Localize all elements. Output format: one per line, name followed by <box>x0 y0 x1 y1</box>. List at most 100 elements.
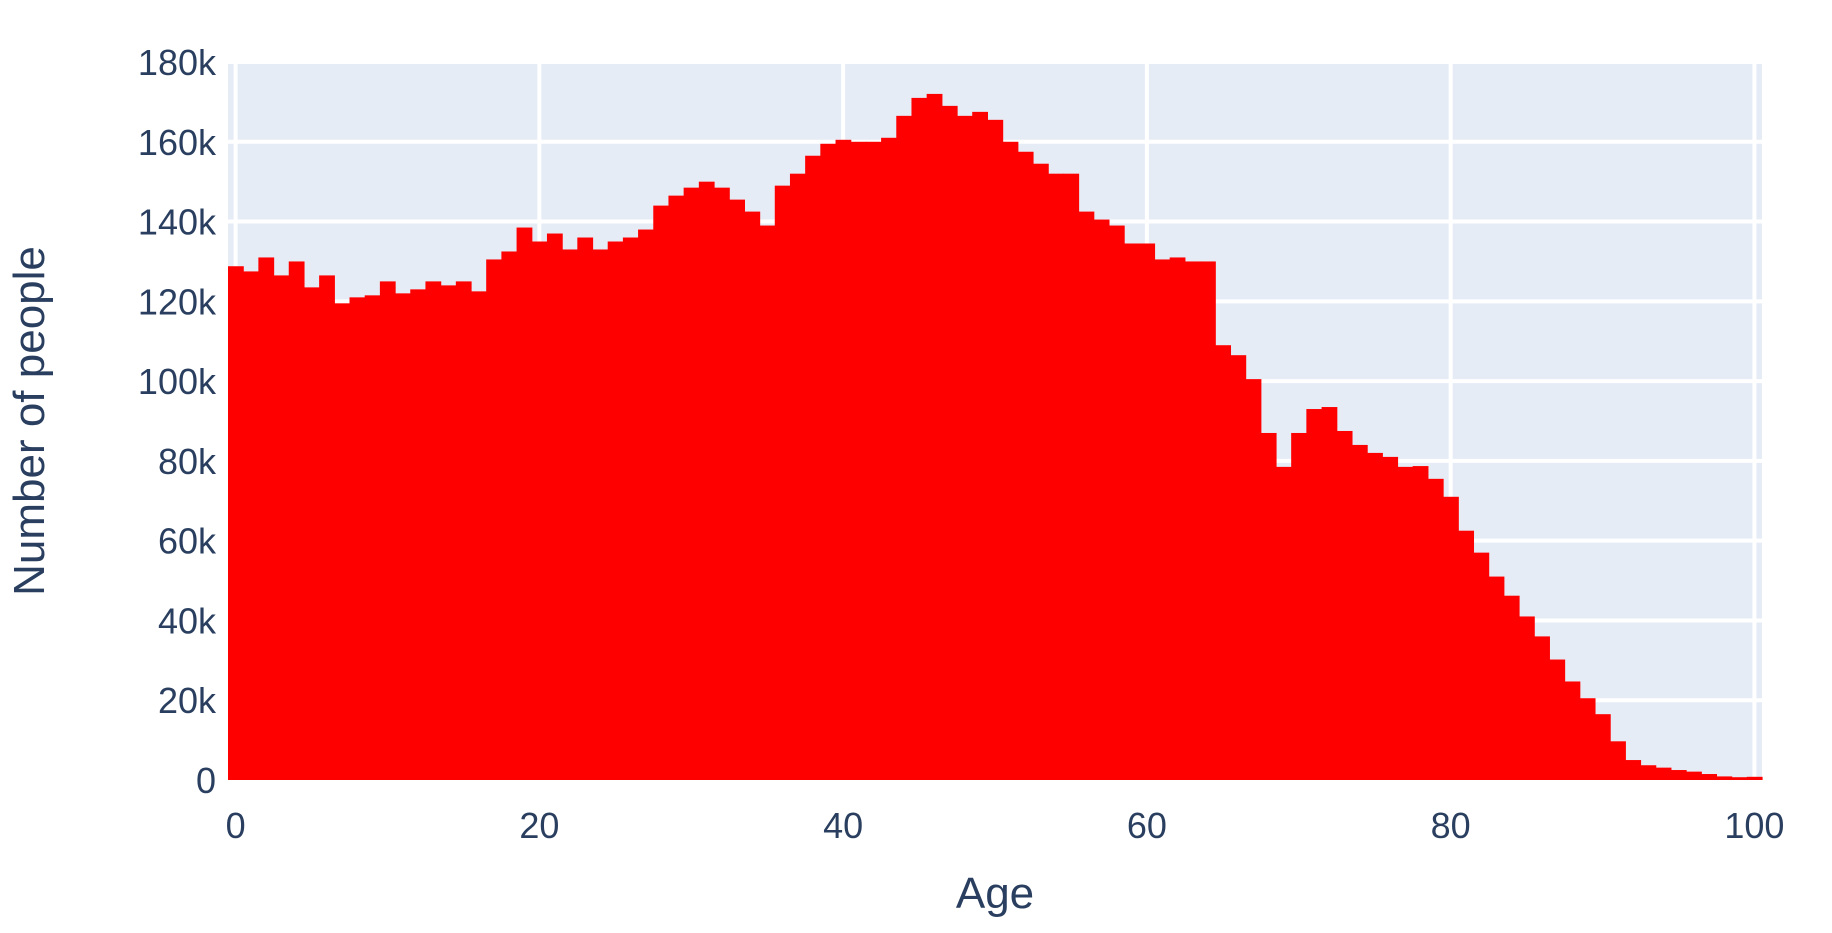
histogram-bar <box>1655 767 1672 780</box>
histogram-bar <box>288 261 305 780</box>
y-tick-label: 120k <box>138 281 217 322</box>
histogram-bar <box>501 251 518 780</box>
histogram-bar <box>1473 552 1490 780</box>
histogram-bar <box>1731 777 1748 780</box>
y-tick-label: 180k <box>138 42 217 83</box>
histogram-bar <box>1488 576 1505 780</box>
x-tick-label: 60 <box>1127 805 1167 846</box>
y-tick-label: 80k <box>158 441 217 482</box>
histogram-bar <box>1564 681 1581 780</box>
histogram-bar <box>1291 432 1307 780</box>
histogram-bar <box>379 281 396 780</box>
histogram-bar <box>1579 698 1596 780</box>
histogram-bar <box>486 259 502 780</box>
histogram-bar <box>835 139 852 781</box>
histogram-bar <box>1382 456 1399 780</box>
histogram-bar <box>820 143 837 780</box>
histogram-bar <box>1063 173 1080 780</box>
histogram-bar <box>1230 355 1247 780</box>
y-tick-label: 40k <box>158 600 217 641</box>
histogram-bar <box>1336 430 1353 780</box>
histogram-bar <box>698 181 715 780</box>
histogram-bar <box>957 115 973 781</box>
histogram-bar <box>1716 776 1733 780</box>
histogram-bar <box>425 281 442 780</box>
histogram-bar <box>744 211 761 781</box>
histogram-bar <box>1746 776 1763 780</box>
histogram-bar <box>714 187 730 780</box>
histogram-bar <box>1625 760 1642 780</box>
histogram-bar <box>1108 225 1125 781</box>
histogram-bar <box>896 115 913 781</box>
histogram-bar <box>1275 466 1292 780</box>
histogram-bar <box>319 275 335 780</box>
histogram-bar <box>850 141 867 780</box>
histogram-bar <box>1427 478 1444 780</box>
histogram-bar <box>577 237 594 780</box>
y-tick-label: 20k <box>158 680 217 721</box>
histogram-bar <box>258 257 275 780</box>
histogram-bar <box>941 105 958 780</box>
y-tick-label: 0 <box>196 760 216 801</box>
histogram-bar <box>1412 466 1429 780</box>
histogram-bar <box>1701 774 1718 780</box>
histogram-bar <box>471 291 487 780</box>
histogram-bar <box>683 187 700 780</box>
histogram-bar <box>805 155 821 780</box>
y-tick-label: 60k <box>158 521 217 562</box>
histogram-bar <box>1610 741 1626 780</box>
histogram-bar <box>410 289 427 780</box>
histogram-bar <box>881 137 897 781</box>
histogram-bar <box>334 303 351 780</box>
x-tick-label: 100 <box>1724 805 1784 846</box>
histogram-bar <box>1139 243 1156 780</box>
histogram-bar <box>1367 452 1383 780</box>
y-tick-label: 160k <box>138 122 217 163</box>
histogram-bar <box>607 241 624 780</box>
histogram-bar <box>774 185 791 781</box>
histogram-bar <box>1458 530 1475 780</box>
histogram-bar <box>1503 595 1520 780</box>
histogram-bar <box>1534 636 1550 780</box>
x-tick-label: 20 <box>519 805 559 846</box>
histogram-bar <box>1032 163 1049 780</box>
histogram-bar <box>303 287 320 780</box>
histogram-bar <box>638 229 654 781</box>
histogram-bar <box>455 281 472 780</box>
x-tick-label: 40 <box>823 805 863 846</box>
histogram-bar <box>531 241 548 780</box>
histogram-bar <box>972 111 989 781</box>
histogram-bars <box>228 93 1763 781</box>
y-axis-ticks: 0 20k 40k 60k 80k 100k 120k 140k 160k 180k <box>138 42 217 801</box>
histogram-bar <box>1686 771 1702 780</box>
histogram-bar <box>1093 219 1110 781</box>
histogram-bar <box>653 205 670 781</box>
histogram-bar <box>1048 173 1064 780</box>
histogram-bar <box>1397 466 1414 780</box>
histogram-bar <box>1184 261 1201 780</box>
histogram-bar <box>1154 259 1171 780</box>
histogram-bar <box>759 225 776 781</box>
histogram-bar <box>243 271 259 780</box>
histogram-bar <box>1078 211 1095 781</box>
x-axis-ticks: 0 20 40 60 80 100 <box>226 805 1785 846</box>
histogram-bar <box>516 227 533 781</box>
histogram-bar <box>987 119 1004 781</box>
histogram-bar <box>546 233 563 780</box>
histogram-bar <box>349 297 366 780</box>
histogram-bar <box>562 249 578 780</box>
histogram-bar <box>622 237 639 780</box>
x-axis-title: Age <box>956 869 1034 918</box>
histogram-bar <box>926 93 943 780</box>
histogram-bar <box>1169 257 1186 780</box>
histogram-bar <box>668 195 685 780</box>
histogram-bar <box>1017 151 1034 780</box>
histogram-bar <box>1002 141 1019 780</box>
histogram-bar <box>273 275 290 780</box>
histogram-bar <box>1306 409 1323 780</box>
y-tick-label: 100k <box>138 361 217 402</box>
histogram-bar <box>1200 261 1216 780</box>
histogram-bar <box>592 249 609 780</box>
histogram-bar <box>364 295 381 780</box>
